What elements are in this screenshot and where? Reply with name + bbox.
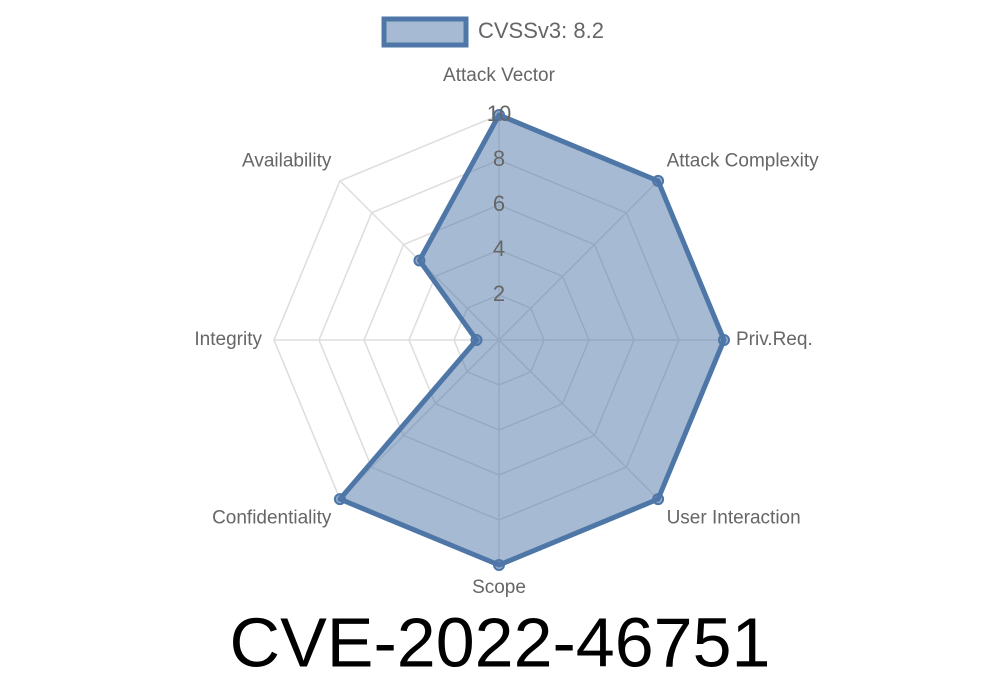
- axis-label: Attack Vector: [443, 65, 556, 86]
- r-tick-label: 8: [493, 146, 505, 171]
- radar-point: [493, 559, 505, 571]
- axis-label: Scope: [472, 577, 526, 598]
- legend-swatch: [381, 16, 469, 48]
- legend-label: CVSSv3: 8.2: [478, 18, 604, 43]
- chart-title: CVE-2022-46751: [230, 603, 771, 681]
- r-tick-label: 2: [493, 281, 505, 306]
- axis-label: User Interaction: [667, 508, 801, 529]
- axis-label: Integrity: [194, 329, 262, 350]
- r-tick-label: 10: [487, 101, 511, 126]
- radar-point: [652, 493, 665, 506]
- radar-point: [718, 334, 730, 346]
- r-tick-label: 4: [493, 236, 505, 261]
- radar-point: [652, 174, 665, 187]
- r-tick-label: 6: [493, 191, 505, 216]
- radar-point: [413, 254, 426, 267]
- radar-point: [493, 109, 505, 121]
- radar-point: [333, 493, 346, 506]
- radar-point: [470, 334, 483, 346]
- axis-label: Attack Complexity: [667, 150, 820, 171]
- axis-label: Availability: [242, 150, 332, 171]
- axis-label: Priv.Req.: [736, 329, 813, 350]
- axis-label: Confidentiality: [212, 508, 332, 529]
